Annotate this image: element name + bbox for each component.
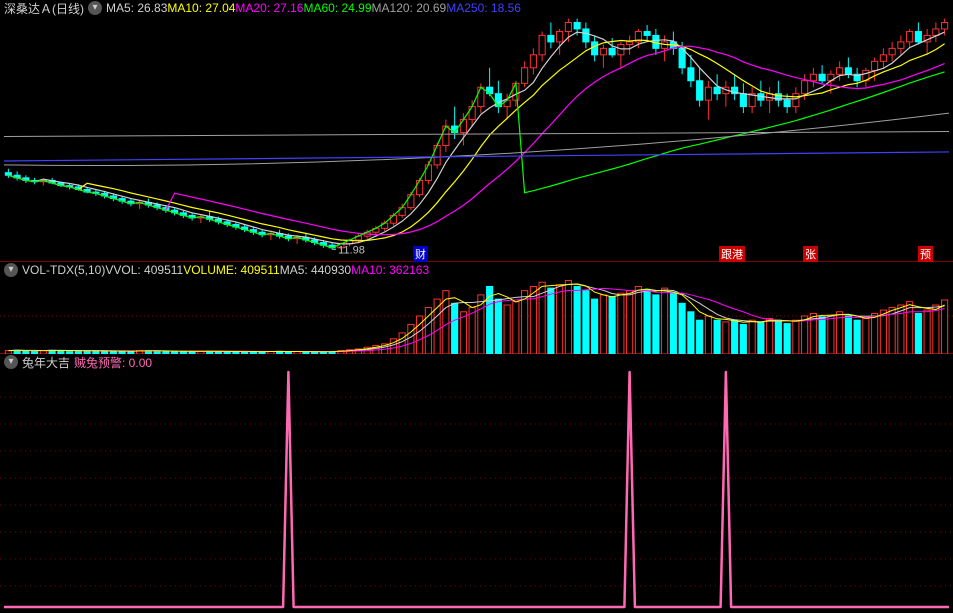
indicator-header: ▾ 兔年大吉 贼兔预警: 0.00 xyxy=(0,354,953,370)
caret-icon[interactable]: ▾ xyxy=(88,1,102,15)
ma-legend-item: MA10: 27.04 xyxy=(167,1,235,15)
ma-legend-item: MA60: 24.99 xyxy=(303,1,371,15)
event-marker[interactable]: 跟港 xyxy=(719,246,745,262)
vol-legend-item: VOL-TDX(5,10) xyxy=(22,263,105,277)
vol-legend-item: VOLUME: 409511 xyxy=(183,263,280,277)
ma-legend-item: MA250: 18.56 xyxy=(446,1,521,15)
event-marker[interactable]: 张 xyxy=(803,246,818,262)
volume-header: ▾ VOL-TDX(5,10) VVOL: 409511 VOLUME: 409… xyxy=(0,262,953,278)
price-chart-panel[interactable]: 深桑达Ａ(日线) ▾ MA5: 26.83 MA10: 27.04 MA20: … xyxy=(0,0,953,262)
volume-chart-svg[interactable] xyxy=(0,278,953,354)
indicator-sub: 贼兔预警: 0.00 xyxy=(74,354,152,371)
ma-legend-item: MA20: 27.16 xyxy=(235,1,303,15)
vol-legend-item: MA5: 440930 xyxy=(280,263,351,277)
vol-legend-item: VVOL: 409511 xyxy=(105,263,183,277)
indicator-panel[interactable]: ▾ 兔年大吉 贼兔预警: 0.00 xyxy=(0,354,953,613)
volume-panel[interactable]: ▾ VOL-TDX(5,10) VVOL: 409511 VOLUME: 409… xyxy=(0,262,953,354)
price-chart-svg[interactable]: 11.98 xyxy=(0,16,953,262)
caret-icon[interactable]: ▾ xyxy=(4,355,18,369)
ma-legend: MA5: 26.83 MA10: 27.04 MA20: 27.16 MA60:… xyxy=(106,1,521,15)
indicator-chart-svg[interactable] xyxy=(0,370,953,613)
caret-icon[interactable]: ▾ xyxy=(4,263,18,277)
price-header: 深桑达Ａ(日线) ▾ MA5: 26.83 MA10: 27.04 MA20: … xyxy=(0,0,953,16)
stock-title: 深桑达Ａ(日线) xyxy=(4,0,84,17)
event-marker[interactable]: 预 xyxy=(918,246,933,262)
indicator-title: 兔年大吉 xyxy=(22,354,70,371)
ma-legend-item: MA5: 26.83 xyxy=(106,1,167,15)
event-marker[interactable]: 财 xyxy=(413,246,428,262)
ma-legend-item: MA120: 20.69 xyxy=(372,1,447,15)
vol-legend-item: MA10: 362163 xyxy=(351,263,429,277)
volume-legend: VOL-TDX(5,10) VVOL: 409511 VOLUME: 40951… xyxy=(22,263,429,277)
svg-text:11.98: 11.98 xyxy=(338,244,365,256)
